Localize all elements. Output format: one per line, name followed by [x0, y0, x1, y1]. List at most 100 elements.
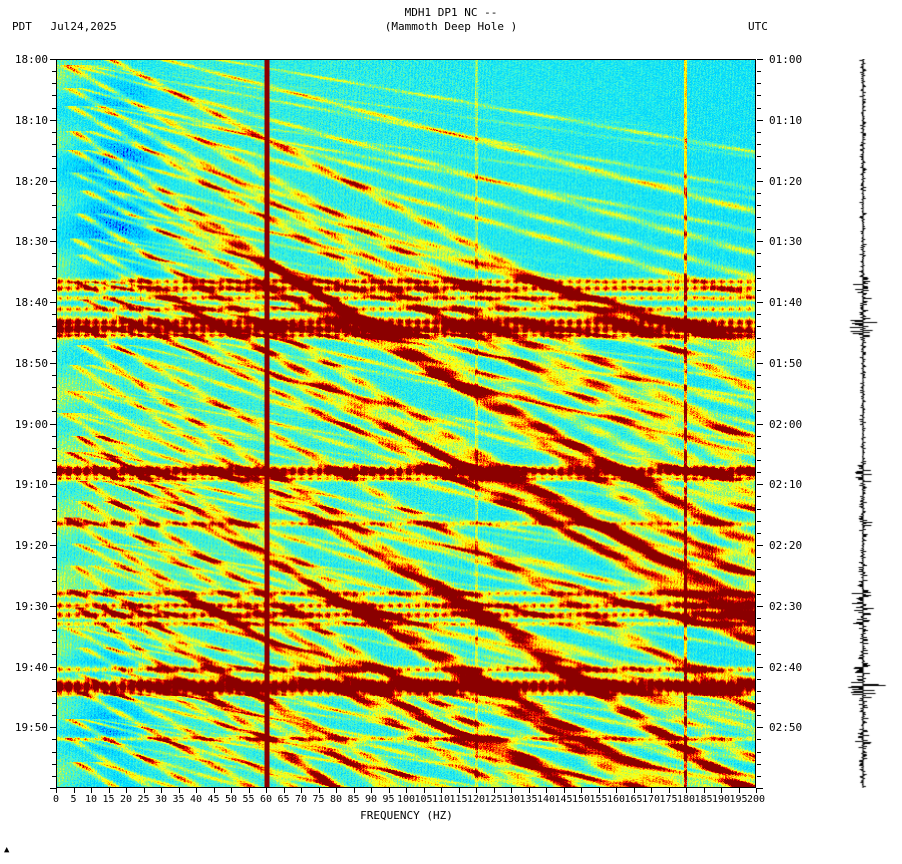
time-tick-left	[52, 144, 56, 146]
time-tick-left	[52, 253, 56, 255]
seismogram-panel	[832, 59, 892, 788]
time-tick-left	[52, 447, 56, 449]
time-tick-right	[757, 253, 761, 255]
frequency-label: 70	[294, 794, 308, 805]
frequency-label: 125	[484, 794, 503, 805]
time-label-right: 01:30	[769, 235, 803, 249]
time-tick-right	[757, 216, 761, 218]
time-label-left: 18:30	[14, 235, 48, 249]
time-label-left: 18:20	[14, 174, 48, 188]
time-tick-left	[52, 192, 56, 194]
frequency-label: 195	[729, 794, 748, 805]
time-tick-right	[757, 617, 761, 619]
frequency-tick	[108, 788, 110, 793]
time-tick-right	[757, 387, 761, 389]
time-tick-right	[757, 326, 761, 328]
time-tick-left	[52, 131, 56, 133]
time-tick-right	[757, 630, 761, 632]
time-tick-right	[757, 593, 761, 595]
frequency-tick	[511, 788, 512, 793]
frequency-tick	[668, 788, 670, 793]
time-tick-right	[757, 788, 763, 789]
time-tick-right	[757, 83, 761, 85]
time-tick-left	[50, 241, 56, 243]
time-tick-left	[52, 630, 56, 632]
time-tick-left	[52, 107, 56, 109]
frequency-label: 55	[242, 794, 255, 805]
time-tick-left	[52, 338, 56, 340]
frequency-label: 20	[119, 794, 133, 805]
frequency-label: 170	[641, 794, 661, 805]
time-tick-left	[50, 484, 56, 486]
time-tick-left	[52, 557, 56, 559]
frequency-tick	[633, 788, 635, 793]
frequency-label: 175	[659, 794, 678, 805]
time-tick-left	[50, 180, 56, 182]
time-label-right: 02:40	[769, 660, 803, 674]
time-tick-left	[52, 702, 56, 704]
frequency-label: 75	[312, 794, 325, 805]
time-tick-left	[50, 605, 56, 607]
time-tick-left	[52, 289, 56, 291]
time-tick-right	[757, 265, 761, 267]
frequency-label: 185	[694, 794, 713, 805]
frequency-label: 105	[414, 794, 433, 805]
time-tick-right	[757, 168, 761, 170]
time-tick-right	[757, 71, 761, 73]
time-tick-right	[757, 95, 761, 97]
time-tick-left	[52, 168, 56, 170]
time-tick-left	[52, 715, 56, 717]
time-tick-left	[52, 314, 56, 316]
frequency-tick	[266, 788, 267, 793]
time-tick-right	[757, 763, 761, 765]
time-label-right: 02:00	[769, 417, 803, 431]
time-tick-right	[757, 775, 761, 777]
date-label: Jul24,2025	[50, 20, 117, 33]
frequency-axis-title: FREQUENCY (HZ)	[360, 809, 453, 822]
time-tick-left	[50, 666, 56, 668]
time-tick-left	[52, 83, 56, 85]
time-tick-left	[52, 265, 56, 267]
frequency-tick	[178, 788, 180, 793]
frequency-label: 90	[364, 794, 378, 805]
frequency-label: 155	[589, 794, 608, 805]
frequency-label: 180	[676, 794, 696, 805]
time-tick-right	[757, 423, 763, 425]
time-tick-right	[757, 289, 761, 291]
frequency-label: 60	[259, 794, 273, 805]
time-label-right: 02:30	[769, 599, 803, 613]
frequency-tick	[581, 788, 582, 793]
frequency-label: 15	[102, 794, 115, 805]
time-tick-left	[52, 435, 56, 437]
frequency-label: 150	[571, 794, 591, 805]
time-tick-left	[52, 459, 56, 461]
frequency-tick	[703, 788, 705, 793]
time-tick-left	[52, 277, 56, 279]
time-tick-right	[757, 508, 761, 510]
time-tick-right	[757, 447, 761, 449]
time-axis-right: 01:00 01:10 01:20 01:30 01:40 01:50 02:00 02:10…	[757, 52, 827, 796]
frequency-tick	[756, 788, 757, 793]
time-tick-right	[757, 362, 763, 364]
frequency-tick	[301, 788, 302, 793]
spectrogram-canvas	[57, 60, 755, 787]
frequency-label: 200	[746, 794, 766, 805]
time-tick-left	[52, 763, 56, 765]
time-tick-left	[52, 654, 56, 656]
time-tick-left	[52, 690, 56, 692]
frequency-label: 25	[137, 794, 150, 805]
time-tick-right	[757, 666, 763, 668]
frequency-tick	[91, 788, 92, 793]
time-tick-right	[757, 690, 761, 692]
time-tick-left	[50, 362, 56, 364]
frequency-label: 40	[189, 794, 203, 805]
time-tick-left	[52, 387, 56, 389]
page-title: MDH1 DP1 NC -- (Mammoth Deep Hole )	[0, 6, 902, 34]
time-tick-right	[757, 277, 761, 279]
time-tick-left	[52, 593, 56, 595]
frequency-tick	[56, 788, 57, 793]
frequency-label: 190	[711, 794, 731, 805]
time-tick-left	[52, 204, 56, 206]
time-tick-right	[757, 374, 761, 376]
time-tick-left	[52, 581, 56, 583]
